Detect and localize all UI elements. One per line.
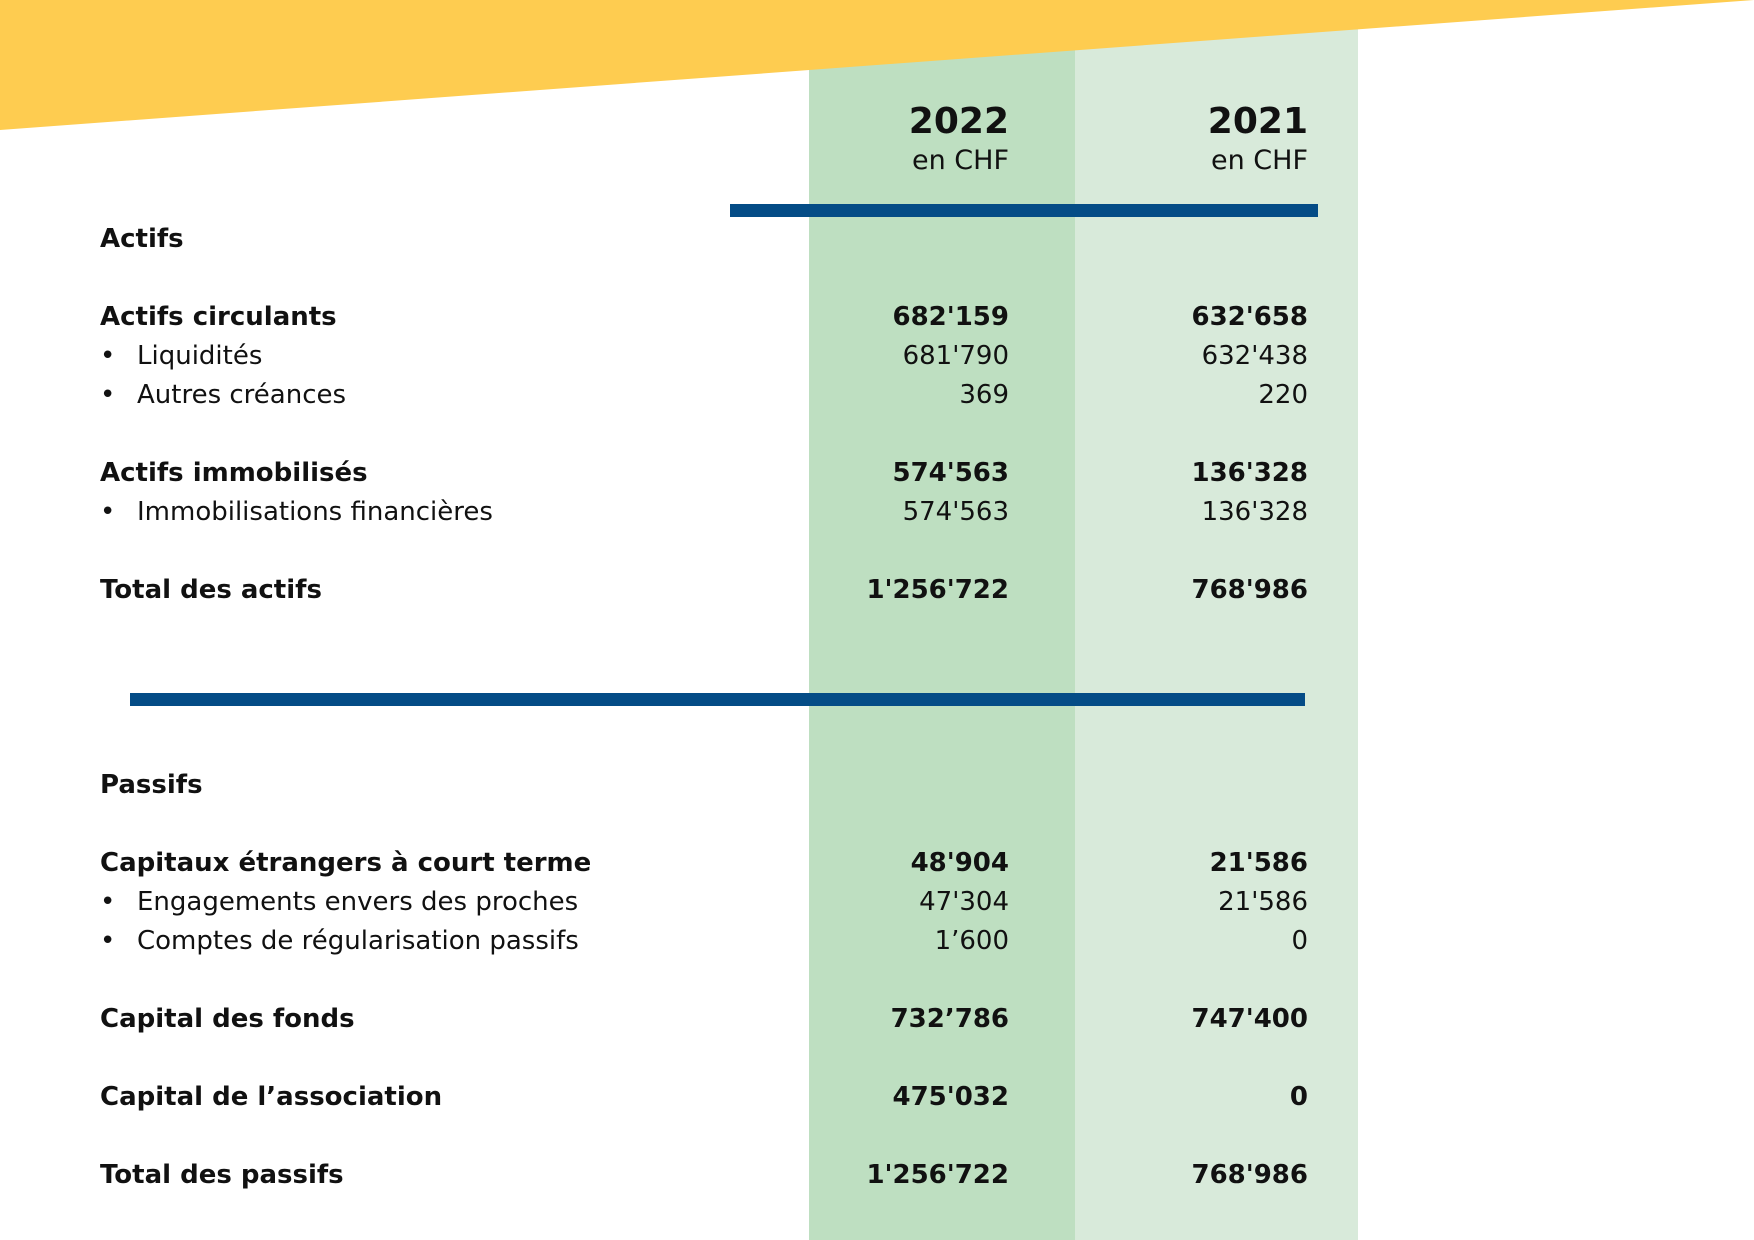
row-comptes-regularisation: • Comptes de régularisation passifs 1’60… xyxy=(100,926,1310,965)
row-label: Actifs immobilisés xyxy=(100,458,368,488)
value-2022: 681'790 xyxy=(902,341,1009,371)
value-2021: 768'986 xyxy=(1191,575,1308,605)
section-title-passifs: Passifs xyxy=(100,770,203,800)
unit-2022-label: en CHF xyxy=(912,145,1009,176)
value-2021: 220 xyxy=(1258,380,1308,410)
year-2022-heading: 2022 xyxy=(908,101,1009,142)
row-total-actifs: Total des actifs 1'256'722 768'986 xyxy=(100,575,1310,614)
row-immobilisations-financieres: • Immobilisations financières 574'563 13… xyxy=(100,497,1310,536)
value-2021: 768'986 xyxy=(1191,1160,1308,1190)
decorative-banner xyxy=(0,0,1754,130)
row-actifs-immobilises: Actifs immobilisés 574'563 136'328 xyxy=(100,458,1310,497)
value-2021: 632'658 xyxy=(1191,302,1308,332)
value-2022: 732’786 xyxy=(890,1004,1009,1034)
value-2021: 632'438 xyxy=(1201,341,1308,371)
value-2022: 369 xyxy=(959,380,1009,410)
header-divider xyxy=(730,204,1318,217)
value-2021: 0 xyxy=(1289,1082,1308,1112)
value-2022: 475'032 xyxy=(892,1082,1009,1112)
section-title-actifs: Actifs xyxy=(100,224,184,254)
row-label: Capital de l’association xyxy=(100,1082,443,1112)
row-capital-fonds: Capital des fonds 732’786 747'400 xyxy=(100,1004,1310,1043)
row-label: Engagements envers des proches xyxy=(137,887,579,917)
column-2022-band xyxy=(809,0,1075,1240)
row-label: Immobilisations financières xyxy=(137,497,493,527)
row-capitaux-etrangers: Capitaux étrangers à court terme 48'904 … xyxy=(100,848,1310,887)
value-2021: 0 xyxy=(1291,926,1308,956)
value-2022: 1'256'722 xyxy=(866,1160,1009,1190)
row-label: Liquidités xyxy=(137,341,263,371)
row-label: Total des passifs xyxy=(100,1160,344,1190)
bullet-icon: • xyxy=(100,341,116,371)
row-label: Capital des fonds xyxy=(100,1004,355,1034)
value-2022: 574'563 xyxy=(892,458,1009,488)
row-label: Actifs circulants xyxy=(100,302,337,332)
bullet-icon: • xyxy=(100,497,116,527)
value-2021: 747'400 xyxy=(1191,1004,1308,1034)
value-2022: 682'159 xyxy=(892,302,1009,332)
value-2021: 136'328 xyxy=(1201,497,1308,527)
bullet-icon: • xyxy=(100,887,116,917)
value-2022: 1'256'722 xyxy=(866,575,1009,605)
column-2021-band xyxy=(1075,0,1358,1240)
year-2021-heading: 2021 xyxy=(1207,101,1308,142)
value-2021: 21'586 xyxy=(1209,848,1308,878)
unit-2021-label: en CHF xyxy=(1211,145,1308,176)
bullet-icon: • xyxy=(100,926,116,956)
section-divider xyxy=(130,693,1305,706)
row-engagements: • Engagements envers des proches 47'304 … xyxy=(100,887,1310,926)
row-label: Autres créances xyxy=(137,380,347,410)
value-2021: 136'328 xyxy=(1191,458,1308,488)
row-label: Total des actifs xyxy=(100,575,322,605)
row-liquidites: • Liquidités 681'790 632'438 xyxy=(100,341,1310,380)
value-2022: 574'563 xyxy=(902,497,1009,527)
value-2022: 48'904 xyxy=(910,848,1009,878)
value-2022: 1’600 xyxy=(934,926,1009,956)
row-capital-association: Capital de l’association 475'032 0 xyxy=(100,1082,1310,1121)
value-2021: 21'586 xyxy=(1218,887,1308,917)
row-actifs-circulants: Actifs circulants 682'159 632'658 xyxy=(100,302,1310,341)
row-autres-creances: • Autres créances 369 220 xyxy=(100,380,1310,419)
value-2022: 47'304 xyxy=(919,887,1009,917)
row-label: Comptes de régularisation passifs xyxy=(137,926,579,956)
bullet-icon: • xyxy=(100,380,116,410)
row-total-passifs: Total des passifs 1'256'722 768'986 xyxy=(100,1160,1310,1199)
row-label: Capitaux étrangers à court terme xyxy=(100,848,592,878)
